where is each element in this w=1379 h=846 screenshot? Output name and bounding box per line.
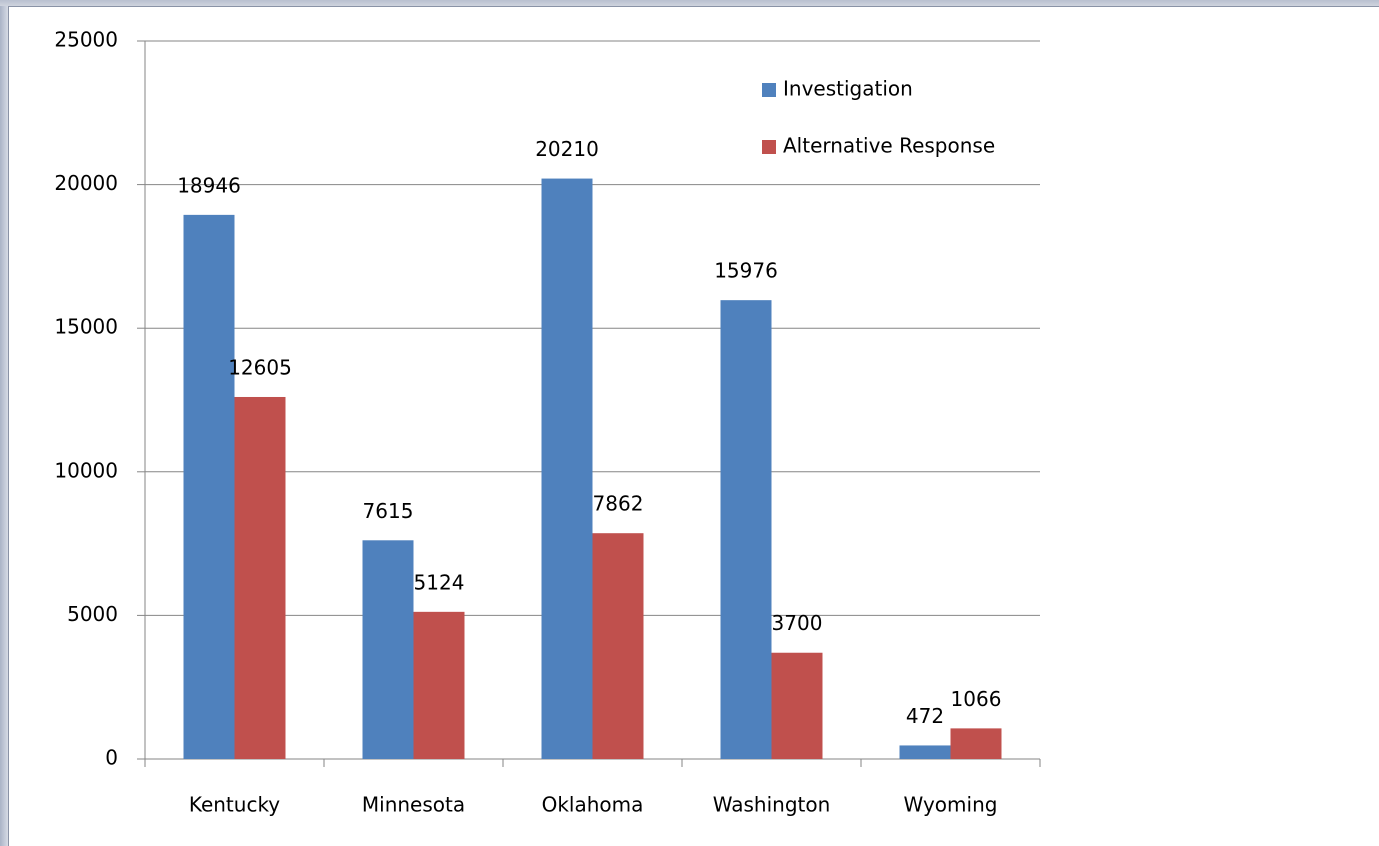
data-label: 12605 xyxy=(228,355,292,379)
x-tick-label: Minnesota xyxy=(362,793,465,817)
bar xyxy=(541,178,593,760)
data-label: 5124 xyxy=(414,570,465,594)
y-tick-label: 0 xyxy=(105,746,118,770)
data-label: 7615 xyxy=(363,499,414,523)
y-tick-label: 5000 xyxy=(67,602,118,626)
data-label: 18946 xyxy=(177,173,241,197)
data-label: 15976 xyxy=(714,259,778,283)
bar xyxy=(183,214,235,760)
data-label: 7862 xyxy=(593,492,644,516)
bar xyxy=(592,533,644,759)
bar xyxy=(771,652,823,759)
y-tick-label: 20000 xyxy=(54,171,118,195)
bar xyxy=(950,728,1002,759)
legend-swatch xyxy=(762,83,776,97)
bar xyxy=(234,396,286,759)
x-tick-label: Wyoming xyxy=(904,793,998,817)
bar xyxy=(720,300,772,759)
x-tick-label: Kentucky xyxy=(189,793,280,817)
x-tick-label: Washington xyxy=(713,793,831,817)
legend-label: Investigation xyxy=(783,77,913,101)
data-label: 3700 xyxy=(772,611,823,635)
legend-label: Alternative Response xyxy=(783,134,995,158)
legend-swatch xyxy=(762,140,776,154)
data-label: 472 xyxy=(906,704,944,728)
bar xyxy=(413,611,465,759)
bar xyxy=(899,745,951,759)
data-label: 20210 xyxy=(535,137,599,161)
y-tick-label: 15000 xyxy=(54,315,118,339)
y-tick-label: 25000 xyxy=(54,28,118,52)
y-tick-label: 10000 xyxy=(54,458,118,482)
bar xyxy=(362,540,414,759)
x-tick-label: Oklahoma xyxy=(542,793,644,817)
data-label: 1066 xyxy=(951,687,1002,711)
